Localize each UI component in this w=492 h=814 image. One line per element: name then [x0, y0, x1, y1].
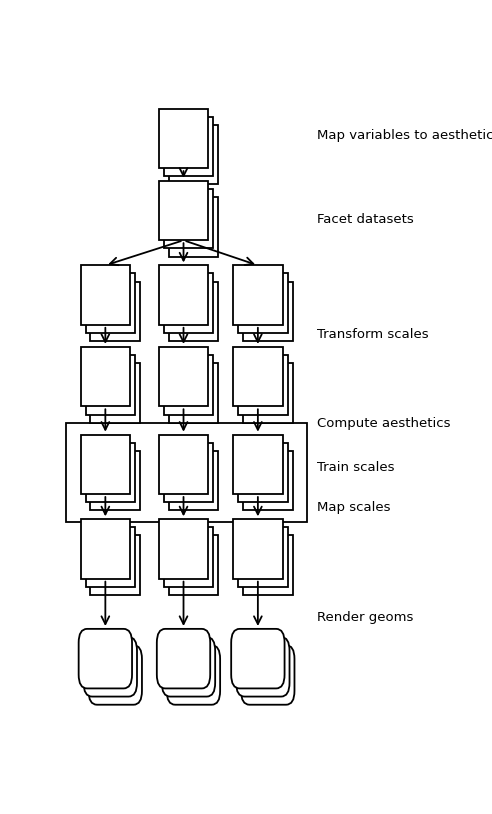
- FancyBboxPatch shape: [243, 451, 293, 510]
- FancyBboxPatch shape: [169, 125, 218, 185]
- FancyBboxPatch shape: [89, 646, 142, 705]
- FancyBboxPatch shape: [169, 451, 218, 510]
- FancyBboxPatch shape: [81, 347, 130, 406]
- FancyBboxPatch shape: [233, 265, 282, 325]
- FancyBboxPatch shape: [167, 646, 220, 705]
- FancyBboxPatch shape: [162, 637, 215, 697]
- Text: Train scales: Train scales: [317, 461, 395, 474]
- FancyBboxPatch shape: [238, 443, 288, 502]
- FancyBboxPatch shape: [164, 355, 213, 414]
- FancyBboxPatch shape: [159, 435, 208, 494]
- FancyBboxPatch shape: [81, 435, 130, 494]
- FancyBboxPatch shape: [86, 274, 135, 333]
- FancyBboxPatch shape: [86, 443, 135, 502]
- FancyBboxPatch shape: [169, 536, 218, 595]
- FancyBboxPatch shape: [238, 355, 288, 414]
- FancyBboxPatch shape: [157, 629, 210, 689]
- Text: Render geoms: Render geoms: [317, 611, 413, 624]
- FancyBboxPatch shape: [238, 274, 288, 333]
- Text: Map scales: Map scales: [317, 501, 391, 514]
- FancyBboxPatch shape: [243, 363, 293, 422]
- FancyBboxPatch shape: [91, 451, 140, 510]
- FancyBboxPatch shape: [86, 527, 135, 587]
- FancyBboxPatch shape: [231, 629, 284, 689]
- FancyBboxPatch shape: [169, 197, 218, 256]
- FancyBboxPatch shape: [81, 519, 130, 579]
- FancyBboxPatch shape: [169, 363, 218, 422]
- FancyBboxPatch shape: [159, 265, 208, 325]
- Text: Map variables to aesthetics: Map variables to aesthetics: [317, 129, 492, 142]
- Text: Compute aesthetics: Compute aesthetics: [317, 417, 451, 430]
- FancyBboxPatch shape: [79, 629, 132, 689]
- FancyBboxPatch shape: [91, 363, 140, 422]
- FancyBboxPatch shape: [164, 189, 213, 248]
- FancyBboxPatch shape: [233, 347, 282, 406]
- FancyBboxPatch shape: [238, 527, 288, 587]
- FancyBboxPatch shape: [91, 282, 140, 341]
- FancyBboxPatch shape: [233, 519, 282, 579]
- FancyBboxPatch shape: [164, 443, 213, 502]
- FancyBboxPatch shape: [159, 181, 208, 240]
- FancyBboxPatch shape: [243, 536, 293, 595]
- FancyBboxPatch shape: [236, 637, 289, 697]
- FancyBboxPatch shape: [159, 108, 208, 168]
- FancyBboxPatch shape: [81, 265, 130, 325]
- FancyBboxPatch shape: [164, 274, 213, 333]
- FancyBboxPatch shape: [164, 116, 213, 177]
- FancyBboxPatch shape: [159, 347, 208, 406]
- FancyBboxPatch shape: [164, 527, 213, 587]
- FancyBboxPatch shape: [241, 646, 295, 705]
- FancyBboxPatch shape: [86, 355, 135, 414]
- FancyBboxPatch shape: [169, 282, 218, 341]
- FancyBboxPatch shape: [91, 536, 140, 595]
- Text: Facet datasets: Facet datasets: [317, 213, 414, 226]
- FancyBboxPatch shape: [233, 435, 282, 494]
- FancyBboxPatch shape: [159, 519, 208, 579]
- FancyBboxPatch shape: [243, 282, 293, 341]
- Text: Transform scales: Transform scales: [317, 328, 429, 341]
- FancyBboxPatch shape: [84, 637, 137, 697]
